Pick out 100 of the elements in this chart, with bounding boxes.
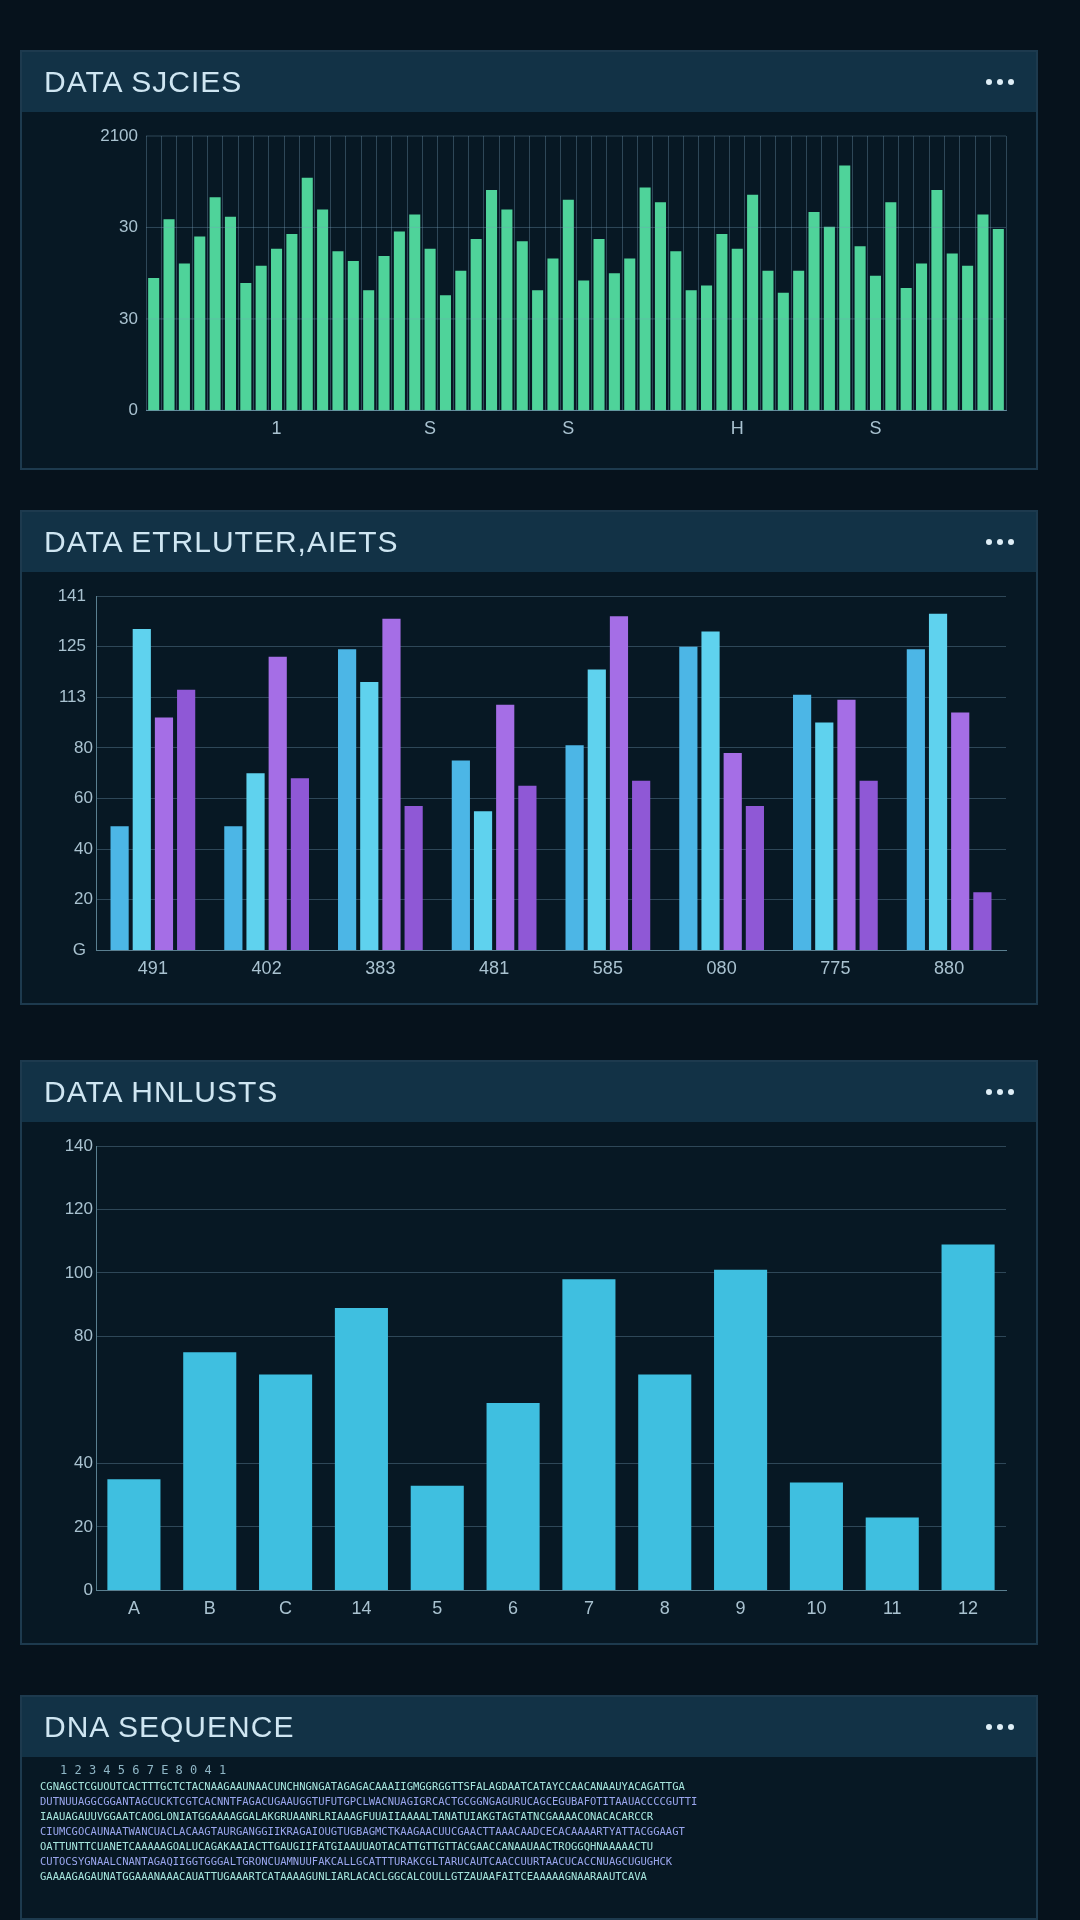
bar: [808, 211, 820, 411]
x-tick-label: 11: [882, 1598, 902, 1619]
bar: [823, 226, 835, 411]
bar: [869, 275, 881, 411]
x-tick-label: 402: [251, 958, 282, 979]
bar: [685, 290, 697, 411]
bar: [916, 263, 928, 411]
bar: [194, 236, 206, 411]
bar: [789, 1482, 843, 1590]
bar: [562, 1279, 616, 1590]
x-tick-label: A: [127, 1598, 140, 1619]
text: 141: [57, 585, 86, 605]
bar: [177, 689, 196, 950]
bar: [404, 806, 423, 950]
text: 0: [128, 400, 138, 420]
x-tick-label: 6: [508, 1598, 519, 1619]
bar: [654, 202, 666, 411]
bar: [110, 826, 129, 950]
bar: [290, 778, 309, 950]
bar: [424, 248, 436, 411]
x-tick-label: 5: [432, 1598, 443, 1619]
bar: [608, 273, 620, 411]
bar: [547, 258, 559, 411]
bar: [565, 745, 584, 950]
bar: [360, 682, 379, 950]
bar: [209, 197, 221, 411]
bar: [793, 694, 812, 950]
bar: [382, 618, 401, 950]
y-tick-label: 120: [64, 1199, 93, 1219]
bar: [107, 1479, 161, 1590]
bar: [624, 258, 636, 411]
bar: [701, 631, 720, 950]
y-tick-label: 20: [74, 1516, 93, 1536]
bar: [609, 616, 629, 950]
bar: [745, 806, 764, 950]
bar: [977, 214, 989, 411]
text: CUTOCSYGNAALCNANTAGAQIIGGTGGGALTGRONCUAMNUUFAKCALLGCATTTURAKCGLTARUCAUTCAACCUURTAACUCACCNUAGCUGUGHCK: [40, 1854, 674, 1869]
bar: [793, 270, 805, 411]
x-tick-label: S: [424, 418, 437, 439]
bar: [532, 290, 544, 411]
bar: [587, 669, 606, 950]
bar: [992, 229, 1004, 411]
bar: [747, 194, 759, 411]
bar: [865, 1517, 919, 1590]
text: IAAUAGAUUVGGAATCAOGLONIATGGAAAAGGALAKGRUAANRLRIAAAGFUUAIIAAAALTANATUIAKGTAGTATNCGAAAACONACACARCCR: [40, 1809, 655, 1824]
bar: [632, 780, 651, 950]
bar: [148, 278, 160, 411]
bar: [885, 202, 897, 411]
x-tick-label: 383: [365, 958, 396, 979]
x-tick-label: 880: [934, 958, 965, 979]
bar: [962, 265, 974, 411]
bar: [639, 187, 651, 411]
bar: [178, 263, 190, 411]
bar: [363, 290, 375, 411]
x-tick-label: 1: [271, 418, 282, 439]
bar: [900, 287, 912, 411]
bar: [679, 646, 698, 950]
chart-title: DATA SJCIES: [44, 65, 243, 99]
text: 1 2 3 4 5 6 7 E 8 0 4 1: [59, 1762, 228, 1779]
bar: [562, 199, 574, 411]
x-tick-label: 8: [659, 1598, 670, 1619]
text: 30: [119, 308, 138, 328]
bar: [951, 712, 970, 950]
bar: [578, 280, 590, 411]
text: 2100: [100, 125, 138, 145]
x-tick-label: 7: [583, 1598, 594, 1619]
bar: [332, 251, 344, 411]
bar: [338, 649, 357, 950]
bar: [839, 165, 851, 411]
x-tick-label: S: [869, 418, 882, 439]
bar: [224, 826, 243, 950]
y-tick-label: 80: [74, 1326, 93, 1346]
chart-title: DATA ETRLUTER,AIETS: [44, 525, 399, 559]
chart-title: DATA HNLUSTS: [44, 1075, 279, 1109]
bar: [518, 785, 537, 950]
bar: [941, 1244, 995, 1590]
bar: [638, 1374, 692, 1590]
bar: [347, 260, 359, 411]
bar: [455, 270, 467, 411]
text: 125: [57, 636, 86, 656]
bar: [723, 752, 742, 950]
bar: [731, 248, 743, 411]
bar: [928, 613, 948, 950]
x-tick-label: H: [730, 418, 744, 439]
y-tick-label: 140: [64, 1135, 93, 1155]
bar: [473, 811, 493, 950]
bar: [163, 219, 175, 411]
x-tick-label: 585: [592, 958, 623, 979]
x-tick-label: 12: [958, 1598, 979, 1619]
bar: [410, 1485, 464, 1590]
bar: [486, 189, 498, 411]
x-tick-label: 080: [706, 958, 737, 979]
text: GAAAAGAGAUNATGGAAANAAACAUATTUGAAARTCATAAAAGUNLIARLACACLGGCALCOULLGTZAUAAFAITCEAAAAAGNAARAAUTCAVA: [40, 1869, 648, 1884]
bar: [815, 722, 834, 950]
bar: [301, 177, 313, 411]
y-tick-label: 80: [74, 737, 93, 757]
bar: [716, 234, 728, 411]
bar: [670, 251, 682, 411]
bar: [486, 1403, 540, 1590]
y-tick-label: 40: [74, 838, 93, 858]
